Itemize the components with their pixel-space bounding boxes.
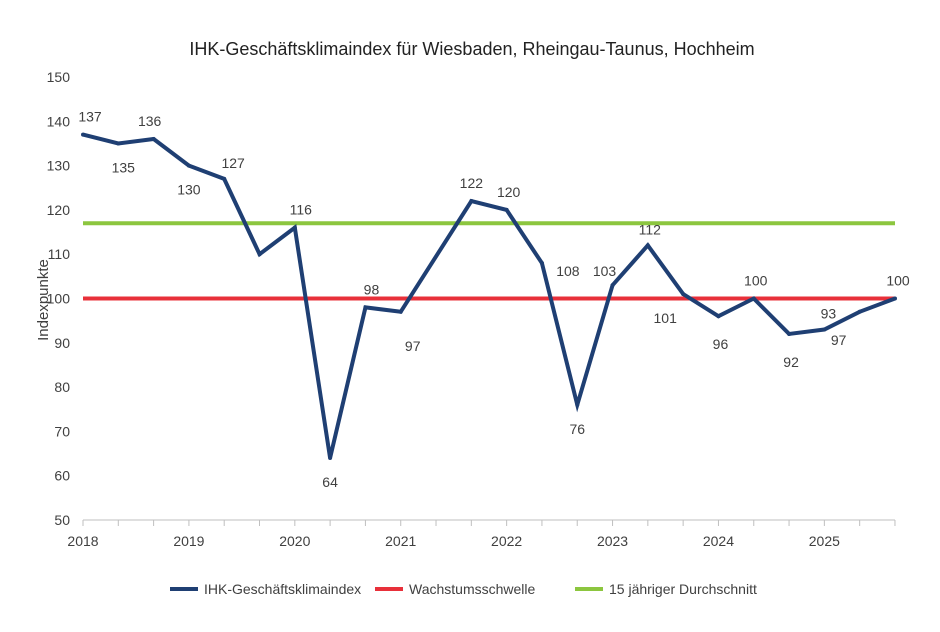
y-tick-label: 120 xyxy=(47,202,71,218)
x-tick-label: 2018 xyxy=(67,533,98,549)
data-label: 112 xyxy=(639,221,662,237)
data-point xyxy=(328,455,333,460)
data-point xyxy=(469,199,474,204)
data-label: 122 xyxy=(460,175,484,191)
data-label: 108 xyxy=(556,263,580,279)
data-label: 96 xyxy=(713,336,729,352)
data-point xyxy=(222,176,227,181)
data-label: 137 xyxy=(78,109,102,125)
data-point xyxy=(257,252,262,257)
y-tick-label: 110 xyxy=(48,246,71,262)
data-point xyxy=(504,207,509,212)
data-point xyxy=(186,163,191,168)
data-label: 97 xyxy=(831,332,847,348)
data-label: 103 xyxy=(593,263,617,279)
data-label: 101 xyxy=(654,310,678,326)
y-axis-label: Indexpunkte xyxy=(35,259,52,341)
data-point xyxy=(398,309,403,314)
y-tick-label: 90 xyxy=(54,335,70,351)
data-point xyxy=(292,225,297,230)
x-tick-label: 2021 xyxy=(385,533,416,549)
data-label: 120 xyxy=(497,184,521,200)
legend-label: IHK-Geschäftsklimaindex xyxy=(204,581,361,597)
y-tick-label: 150 xyxy=(47,69,71,85)
x-tick-label: 2025 xyxy=(809,533,840,549)
data-point xyxy=(857,309,862,314)
y-tick-label: 50 xyxy=(54,512,70,528)
y-tick-label: 100 xyxy=(47,291,71,307)
data-label: 93 xyxy=(821,306,837,322)
data-point xyxy=(116,141,121,146)
y-tick-label: 70 xyxy=(54,423,70,439)
data-label: 100 xyxy=(744,273,768,289)
legend-label: Wachstumsschwelle xyxy=(409,581,536,597)
data-point xyxy=(363,305,368,310)
data-label: 92 xyxy=(783,354,799,370)
y-tick-label: 60 xyxy=(54,468,70,484)
data-label: 116 xyxy=(290,202,313,218)
data-point xyxy=(822,327,827,332)
x-tick-label: 2023 xyxy=(597,533,628,549)
data-point xyxy=(645,243,650,248)
data-label: 100 xyxy=(886,273,910,289)
data-point xyxy=(893,296,897,301)
data-label: 127 xyxy=(221,155,245,171)
data-label: 76 xyxy=(569,421,585,437)
data-label: 64 xyxy=(322,474,338,490)
x-tick-label: 2024 xyxy=(703,533,734,549)
data-point xyxy=(681,292,686,297)
data-label: 136 xyxy=(138,113,162,129)
data-point xyxy=(81,132,85,137)
y-tick-label: 80 xyxy=(54,379,70,395)
data-label: 97 xyxy=(405,338,421,354)
y-tick-label: 140 xyxy=(47,113,71,129)
chart-title: IHK-Geschäftsklimaindex für Wiesbaden, R… xyxy=(189,39,754,59)
data-point xyxy=(716,314,721,319)
legend-label: 15 jähriger Durchschnitt xyxy=(609,581,757,597)
data-label: 130 xyxy=(177,182,201,198)
data-point xyxy=(575,402,580,407)
data-point xyxy=(539,261,544,266)
data-point xyxy=(151,137,156,142)
x-tick-label: 2022 xyxy=(491,533,522,549)
x-tick-label: 2020 xyxy=(279,533,310,549)
data-point xyxy=(751,296,756,301)
y-tick-label: 130 xyxy=(47,158,71,174)
legend: IHK-Geschäftsklimaindex Wachstumsschwelle… xyxy=(170,581,757,597)
data-label: 98 xyxy=(364,281,380,297)
x-tick-label: 2019 xyxy=(173,533,204,549)
geschaeftsklimaindex-line xyxy=(82,132,896,459)
data-point xyxy=(610,283,615,288)
data-point xyxy=(787,331,792,336)
data-label: 135 xyxy=(112,159,136,175)
